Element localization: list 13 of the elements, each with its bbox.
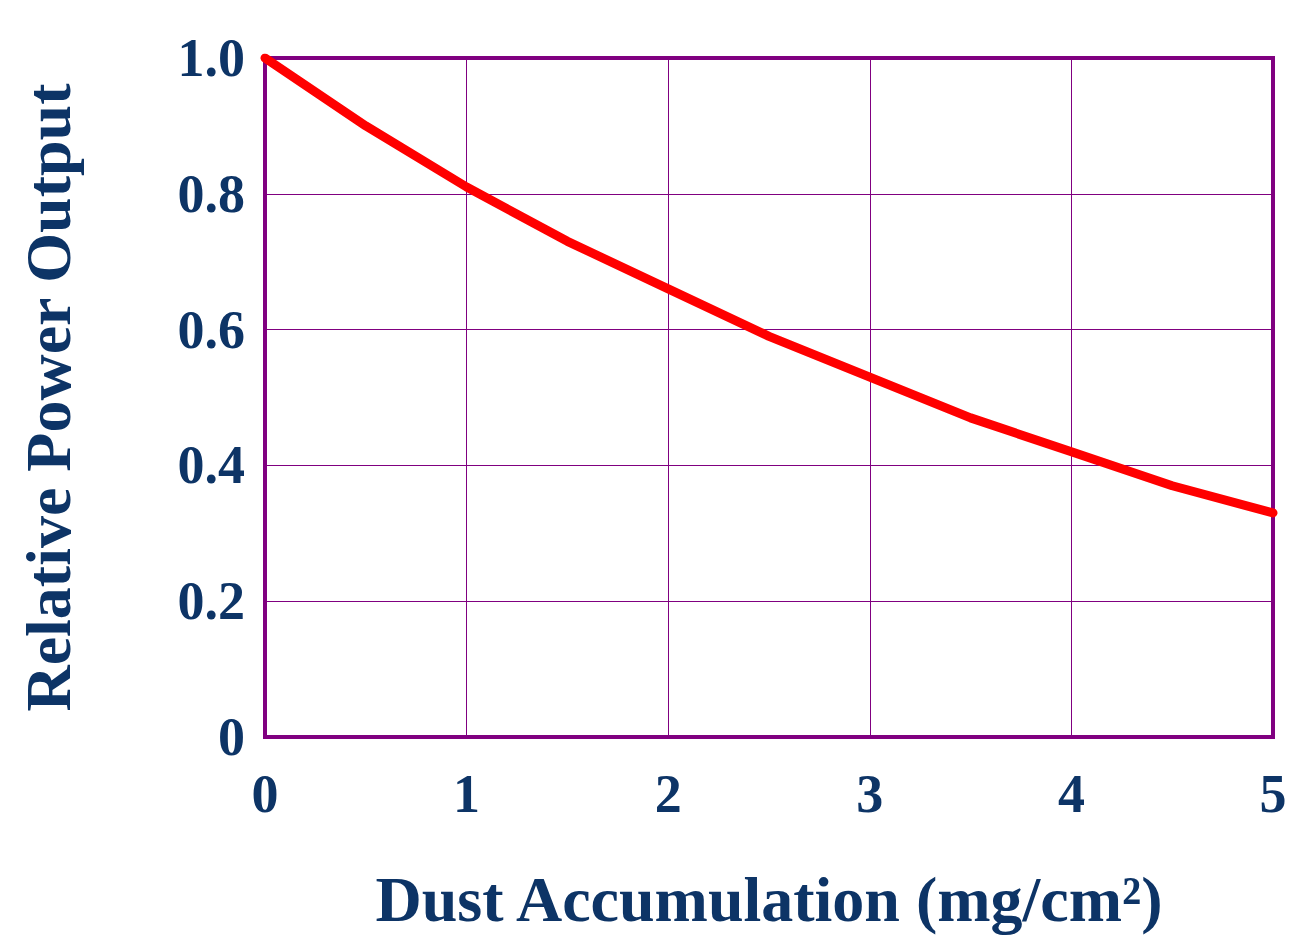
y-tick-label: 0.4 <box>177 435 245 496</box>
x-tick-label: 5 <box>1259 764 1287 824</box>
y-axis-title: Relative Power Output <box>12 82 84 712</box>
x-tick-label: 2 <box>654 764 682 824</box>
y-tick-label: 1.0 <box>177 28 245 88</box>
x-axis-title: Dust Accumulation (mg/cm²) <box>375 863 1163 935</box>
y-tick-label: 0 <box>218 707 245 767</box>
x-tick-label: 3 <box>856 764 884 824</box>
x-tick-label: 1 <box>453 764 481 824</box>
y-tick-label: 0.2 <box>177 571 245 632</box>
y-tick-label: 0.8 <box>177 163 245 224</box>
y-tick-label: 0.6 <box>177 299 245 360</box>
x-tick-label: 4 <box>1057 764 1085 824</box>
